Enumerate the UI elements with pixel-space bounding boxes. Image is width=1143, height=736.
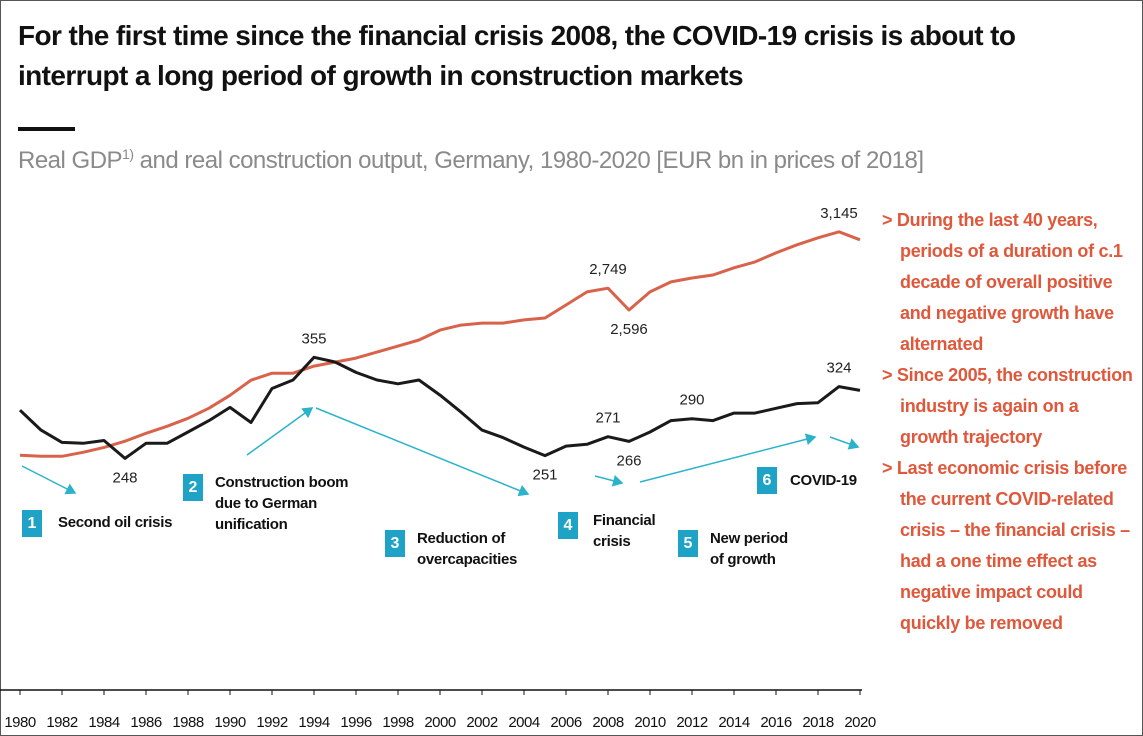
x-tick-label: 1996 bbox=[340, 714, 372, 731]
note: Since 2005, the construction industry is… bbox=[882, 360, 1138, 453]
annotation-text: Reduction of overcapacities bbox=[417, 530, 518, 568]
x-tick-label: 2020 bbox=[844, 714, 876, 731]
data-label: 271 bbox=[595, 410, 620, 427]
annotation-text: Second oil crisis bbox=[58, 514, 173, 531]
x-tick-label: 2002 bbox=[466, 714, 498, 731]
annotation-text: Construction boom due to German unificat… bbox=[215, 474, 349, 533]
x-tick-label: 1980 bbox=[4, 714, 36, 731]
annotation-number: 4 bbox=[558, 512, 578, 539]
subtitle-text: Real GDP bbox=[18, 147, 123, 174]
subtitle: Real GDP1) and real construction output,… bbox=[18, 146, 924, 175]
annotation-text: Financial crisis bbox=[593, 512, 656, 550]
annotation-number: 6 bbox=[757, 467, 777, 494]
x-tick-label: 2010 bbox=[634, 714, 666, 731]
x-tick-label: 2008 bbox=[592, 714, 624, 731]
x-tick-label: 2018 bbox=[802, 714, 834, 731]
x-tick-label: 2000 bbox=[424, 714, 456, 731]
data-label: 355 bbox=[301, 330, 326, 347]
x-tick-label: 2006 bbox=[550, 714, 582, 731]
x-tick-label: 1986 bbox=[130, 714, 162, 731]
footnote-mark: 1) bbox=[122, 146, 134, 162]
data-label: 290 bbox=[679, 392, 704, 409]
title-rule bbox=[18, 127, 75, 131]
series-line bbox=[18, 355, 861, 460]
title: For the first time since the financial c… bbox=[18, 20, 1016, 91]
x-tick-label: 1994 bbox=[298, 714, 330, 731]
data-label: 2,749 bbox=[589, 261, 627, 278]
data-label: 251 bbox=[532, 467, 557, 484]
annotation-number: 1 bbox=[22, 510, 42, 537]
x-tick-label: 2014 bbox=[718, 714, 750, 731]
subtitle-text: and real construction output, Germany, 1… bbox=[133, 147, 924, 174]
data-label: 2,596 bbox=[610, 321, 648, 338]
data-label: 266 bbox=[616, 452, 641, 469]
note: During the last 40 years, periods of a d… bbox=[882, 205, 1138, 360]
x-tick-label: 1992 bbox=[256, 714, 288, 731]
x-tick-label: 1998 bbox=[382, 714, 414, 731]
data-label: 248 bbox=[112, 469, 137, 486]
annotation-text: New period of growth bbox=[710, 530, 788, 568]
x-tick-label: 1982 bbox=[46, 714, 78, 731]
annotation-number: 2 bbox=[183, 474, 203, 501]
note: Last economic crisis before the current … bbox=[882, 453, 1138, 639]
data-label: 3,145 bbox=[820, 205, 858, 222]
annotation-text: COVID-19 bbox=[790, 472, 857, 489]
x-tick-label: 1988 bbox=[172, 714, 204, 731]
annotation-number: 3 bbox=[385, 530, 405, 557]
data-label: 324 bbox=[826, 360, 851, 377]
annotation-arrows bbox=[21, 407, 860, 497]
x-tick-label: 2016 bbox=[760, 714, 792, 731]
notes: During the last 40 years, periods of a d… bbox=[882, 205, 1138, 639]
series-line bbox=[19, 230, 861, 458]
x-tick-label: 2012 bbox=[676, 714, 708, 731]
x-tick-label: 1984 bbox=[88, 714, 120, 731]
annotation-number: 5 bbox=[678, 530, 698, 557]
x-tick-label: 2004 bbox=[508, 714, 540, 731]
x-tick-label: 1990 bbox=[214, 714, 246, 731]
